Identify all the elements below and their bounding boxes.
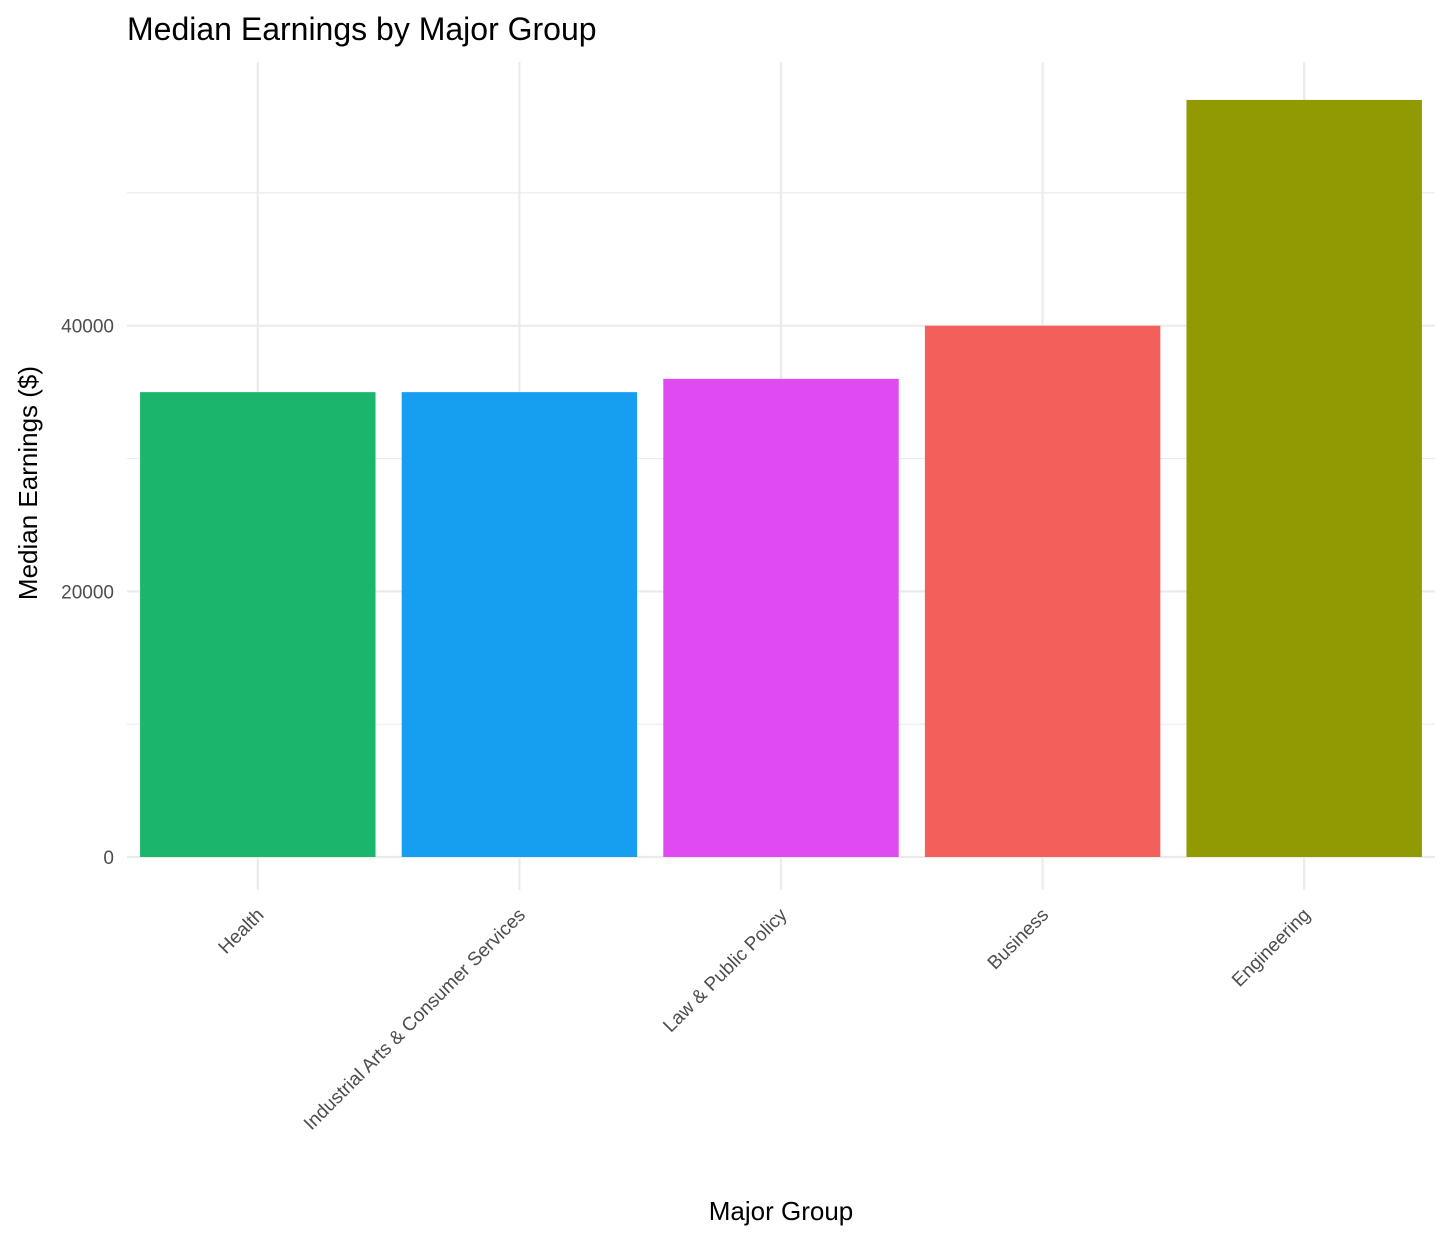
- bar-law-public-policy: [663, 378, 899, 857]
- bar-industrial-arts-consumer-services: [401, 392, 638, 857]
- x-axis-title: Major Group: [709, 1196, 854, 1226]
- bars: [140, 99, 1422, 858]
- y-tick-label: 0: [103, 848, 114, 869]
- chart-title: Median Earnings by Major Group: [127, 11, 597, 47]
- x-tick-label: Industrial Arts & Consumer Services: [300, 905, 530, 1135]
- x-tick-label: Health: [215, 905, 269, 959]
- bar-engineering: [1186, 99, 1422, 857]
- x-axis-ticks: Health Industrial Arts & Consumer Service…: [215, 904, 1315, 1134]
- y-axis-ticks: 0 20000 40000: [61, 317, 114, 869]
- bar-business: [924, 325, 1161, 858]
- x-tick-label: Business: [984, 905, 1053, 974]
- y-tick-label: 20000: [61, 582, 114, 603]
- bar-health: [140, 392, 376, 857]
- x-tick-label: Engineering: [1228, 905, 1315, 992]
- x-tick-label: Law & Public Policy: [659, 904, 791, 1036]
- y-tick-label: 40000: [61, 317, 114, 338]
- y-axis-title: Median Earnings ($): [13, 366, 43, 600]
